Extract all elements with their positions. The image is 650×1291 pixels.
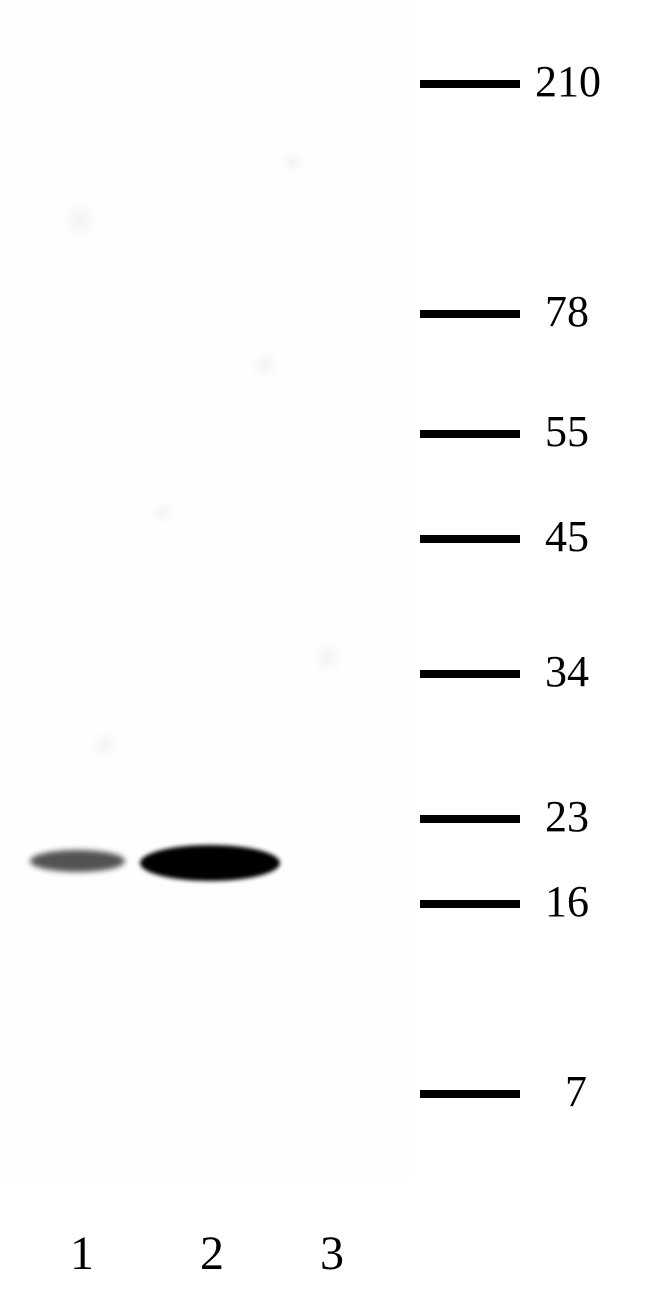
marker-label: 210	[535, 60, 601, 104]
band-lane-2	[140, 845, 280, 881]
marker-label: 7	[565, 1070, 587, 1114]
marker-tick	[420, 815, 520, 823]
marker-label: 16	[545, 880, 589, 924]
noise-spot	[310, 640, 345, 675]
band-lane-1	[30, 850, 125, 872]
marker-label: 45	[545, 515, 589, 559]
marker-tick	[420, 430, 520, 438]
noise-spot	[250, 350, 280, 380]
marker-tick	[420, 670, 520, 678]
blot-membrane	[0, 0, 410, 1180]
noise-spot	[150, 500, 175, 525]
lane-label-2: 2	[200, 1230, 224, 1278]
lane-label-3: 3	[320, 1230, 344, 1278]
noise-spot	[60, 200, 100, 240]
marker-tick	[420, 310, 520, 318]
lane-label-1: 1	[70, 1230, 94, 1278]
marker-tick	[420, 1090, 520, 1098]
noise-spot	[280, 150, 305, 175]
marker-label: 55	[545, 410, 589, 454]
marker-tick	[420, 900, 520, 908]
noise-spot	[90, 730, 120, 760]
marker-tick	[420, 80, 520, 88]
marker-label: 23	[545, 795, 589, 839]
marker-label: 34	[545, 650, 589, 694]
marker-tick	[420, 535, 520, 543]
marker-label: 78	[545, 290, 589, 334]
